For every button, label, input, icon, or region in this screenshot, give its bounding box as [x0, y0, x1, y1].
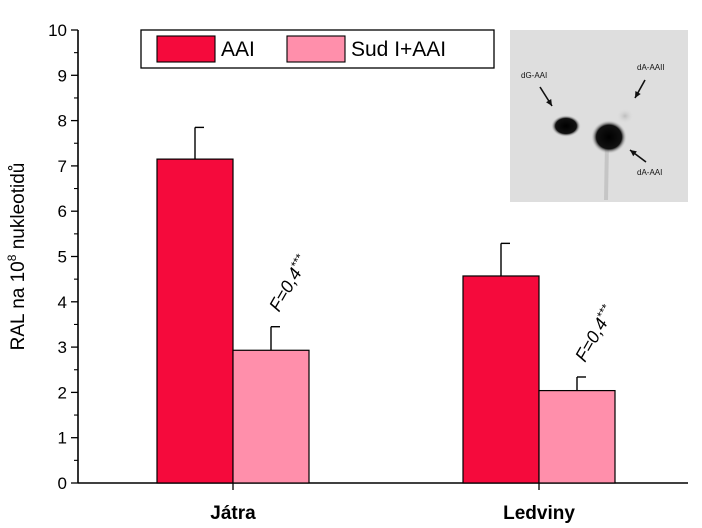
legend-label: Sud I+AAI: [351, 38, 446, 61]
y-axis-label-superscript: 8: [5, 254, 19, 261]
legend: AAI Sud I+AAI: [140, 29, 495, 69]
y-tick-label: 0: [58, 474, 67, 493]
bar: [538, 389, 616, 484]
y-tick-label: 1: [58, 429, 67, 448]
y-tick-label: 2: [58, 383, 67, 402]
inset-spot-dg: [551, 115, 581, 137]
legend-swatch: [156, 35, 216, 63]
y-tick-label: 7: [58, 157, 67, 176]
bar: [462, 275, 540, 484]
y-axis-label-tail: nukleotidů: [8, 163, 29, 255]
y-axis-label-main: RAL na 10: [8, 261, 29, 350]
significance-annotation: F=0,4***: [264, 251, 313, 314]
inset-arrowhead: [546, 99, 552, 106]
y-tick-label: 3: [58, 338, 67, 357]
inset-arrowhead: [630, 150, 637, 157]
annotation-stars: ***: [594, 302, 613, 321]
annotation-text: F=0,4: [571, 315, 612, 365]
inset-background: [510, 30, 688, 202]
annotation-text: F=0,4: [265, 264, 306, 314]
inset-label-daii: dA-AAII: [637, 63, 665, 72]
legend-label: AAI: [221, 38, 255, 61]
bar: [232, 349, 310, 484]
y-tick-label: 5: [58, 248, 67, 267]
annotation-stars: ***: [288, 251, 307, 270]
inset-arrowhead: [635, 91, 641, 98]
y-tick-label: 6: [58, 202, 67, 221]
inset-spot-daii: [616, 108, 634, 124]
y-tick-label: 8: [58, 112, 67, 131]
x-category-label: Ledviny: [503, 503, 575, 524]
y-tick-label: 4: [58, 293, 67, 312]
y-tick-label: 10: [48, 21, 67, 40]
inset-label-dg: dG-AAI: [521, 71, 547, 80]
inset-autoradiograph: dG-AAI dA-AAII dA-AAI: [510, 30, 688, 202]
inset-spot-da: [591, 120, 627, 154]
bar: [156, 158, 234, 484]
inset-label-dai: dA-AAI: [637, 168, 662, 177]
y-tick-label: 9: [58, 66, 67, 85]
legend-swatch: [286, 35, 346, 63]
x-category-label: Játra: [210, 503, 256, 524]
y-axis-label: RAL na 108 nukleotidů: [5, 163, 29, 351]
significance-annotation: F=0,4***: [570, 302, 619, 365]
